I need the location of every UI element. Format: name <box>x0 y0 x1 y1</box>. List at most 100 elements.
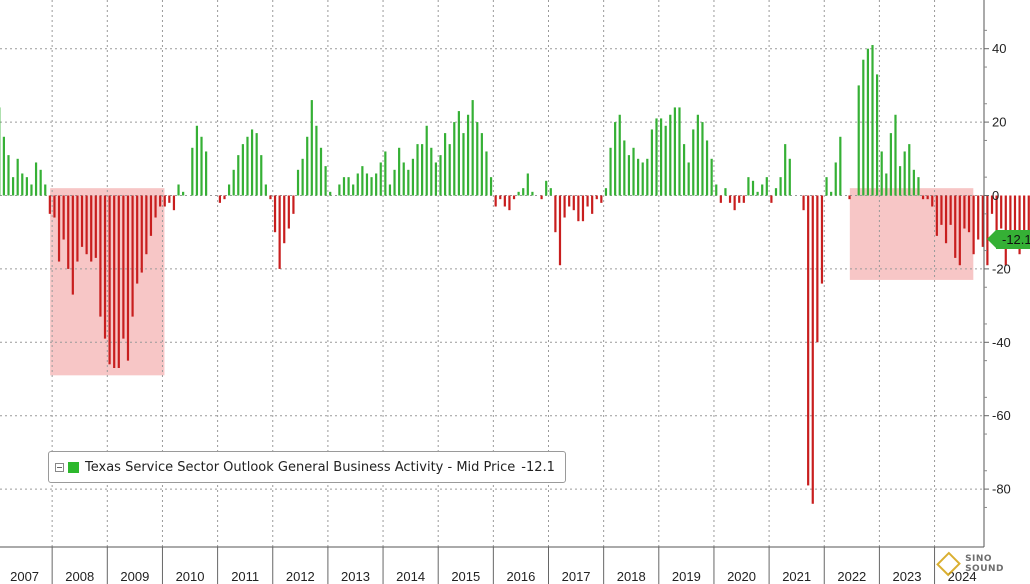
bar <box>549 188 552 196</box>
legend-expand-icon[interactable] <box>55 462 64 472</box>
bar <box>659 118 663 196</box>
legend[interactable]: Texas Service Sector Outlook General Bus… <box>48 451 566 483</box>
bar <box>682 144 686 196</box>
bar <box>641 162 644 196</box>
bar <box>7 155 10 196</box>
bar <box>480 133 483 196</box>
bar <box>453 122 456 196</box>
bar <box>85 195 88 255</box>
bar <box>80 195 84 247</box>
bar <box>200 136 203 196</box>
bar <box>650 129 654 196</box>
bar <box>361 166 364 196</box>
bar <box>402 162 405 196</box>
bar <box>25 177 28 196</box>
x-axis-ticks: 2007 2008 2009 2010 2011 2012 2013 2014 2015 2016… <box>10 547 977 584</box>
bar <box>113 195 116 368</box>
bar <box>931 195 934 207</box>
bar <box>563 195 566 218</box>
bar <box>664 125 667 196</box>
legend-swatch-icon <box>68 461 79 473</box>
bar <box>347 177 350 196</box>
bar <box>319 147 323 196</box>
y-tick-label: -80 <box>992 482 1011 497</box>
bar <box>508 195 511 211</box>
bar <box>669 114 672 196</box>
x-tick-label: 2012 <box>286 569 315 584</box>
bar <box>191 147 194 196</box>
bar <box>627 155 631 196</box>
bar <box>168 195 171 203</box>
bar <box>108 195 111 365</box>
bar <box>545 180 548 196</box>
bar <box>921 195 925 200</box>
x-tick-label: 2024 <box>948 569 977 584</box>
bar <box>90 195 93 262</box>
bar <box>1018 195 1021 255</box>
bar <box>1000 195 1003 229</box>
bar <box>241 144 244 196</box>
bar <box>384 151 387 196</box>
watermark-text: SINO SOUND <box>965 554 1005 574</box>
bar <box>205 151 208 196</box>
bar <box>411 158 415 196</box>
bar <box>591 195 594 214</box>
bar <box>503 195 506 207</box>
bar <box>379 162 382 196</box>
bar <box>388 184 392 196</box>
bar <box>526 173 529 196</box>
y-tick-label: 40 <box>992 41 1006 56</box>
bar <box>301 158 304 196</box>
bar <box>761 184 764 196</box>
last-value-badge: -12.1 <box>987 230 1030 249</box>
bar <box>76 195 79 262</box>
bar <box>949 195 952 225</box>
bar <box>857 85 860 196</box>
bar <box>154 195 157 218</box>
bar <box>103 195 107 339</box>
bar <box>237 155 240 196</box>
bar <box>728 195 732 203</box>
bar <box>172 195 176 211</box>
bar <box>44 184 47 196</box>
bar <box>159 195 162 207</box>
bar <box>954 195 957 258</box>
bar <box>880 151 883 196</box>
bar <box>903 151 906 196</box>
bar <box>296 169 300 196</box>
bar <box>489 177 493 196</box>
bar <box>995 195 998 247</box>
x-tick-label: 2020 <box>727 569 756 584</box>
bar <box>430 147 433 196</box>
x-tick-label: 2010 <box>176 569 205 584</box>
bar <box>825 177 828 196</box>
bar <box>908 144 911 196</box>
bar <box>439 155 442 196</box>
bar <box>250 129 254 196</box>
bar <box>770 195 773 203</box>
bar <box>981 195 984 247</box>
bar <box>375 173 378 196</box>
bar <box>807 195 810 486</box>
bar <box>696 114 699 196</box>
x-tick-label: 2013 <box>341 569 370 584</box>
bar <box>223 195 226 200</box>
bar <box>926 195 929 200</box>
bar <box>306 136 309 196</box>
bar <box>724 188 727 196</box>
bar <box>11 177 15 196</box>
bar <box>324 166 327 196</box>
bar <box>692 129 695 196</box>
bar <box>618 114 621 196</box>
legend-label: Texas Service Sector Outlook General Bus… <box>85 459 516 475</box>
y-tick-label: -40 <box>992 335 1011 350</box>
bar <box>1009 195 1012 240</box>
x-tick-label: 2008 <box>65 569 94 584</box>
bar <box>494 195 497 207</box>
bar <box>614 122 617 196</box>
bar <box>990 195 994 214</box>
bar <box>701 122 704 196</box>
bar <box>673 107 676 196</box>
bar <box>1013 195 1017 233</box>
